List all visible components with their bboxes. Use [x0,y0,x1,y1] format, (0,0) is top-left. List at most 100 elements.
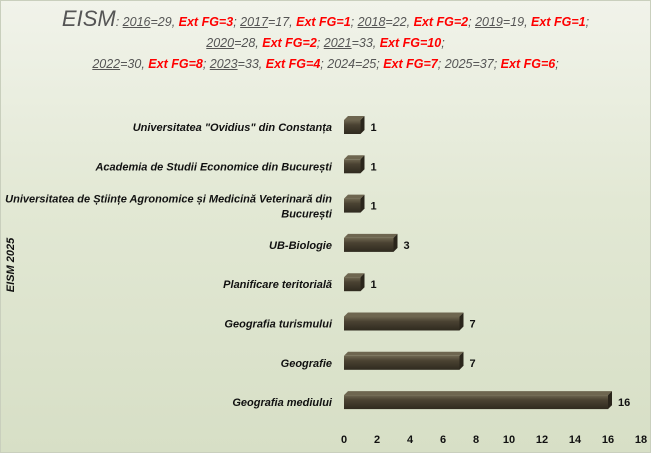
bar-top-face [344,233,398,238]
title-segment: 2019 [475,15,503,29]
title-segment: Ext FG=6 [500,57,556,71]
bar-side-face [459,312,464,331]
title-line-3: 2022=30, Ext FG=8; 2023=33, Ext FG=4; 20… [0,54,651,75]
category-label: București [281,209,333,221]
chart-title-block: EISM: 2016=29, Ext FG=3; 2017=17, Ext FG… [0,8,651,75]
bar [344,351,464,370]
data-label: 1 [371,279,377,291]
title-segment: ; [316,36,324,50]
title-segment: ; [585,15,590,29]
title-segment: ; [555,57,559,71]
title-segment: =29, [150,15,179,29]
value-labels: 1 1 1 3 1 7 7 16 [371,122,631,409]
bar-front-face [344,355,460,370]
category-label: Academia de Studii Economice din Bucureș… [94,161,332,173]
title-segment: 2017 [240,15,268,29]
bar-top-face [344,116,365,120]
bar-top-face [344,155,365,160]
title-segment: ; 2025=37; [437,57,501,71]
title-segment: =19, [502,15,532,29]
bar-front-face [344,198,361,213]
title-line-1-segments: : 2016=29, Ext FG=3; 2017=17, Ext FG=1; … [116,15,589,29]
title-segment: ; [202,57,210,71]
bar-front-face [344,159,361,174]
title-segment: =30, [120,57,149,71]
bar-top-face [344,194,365,199]
chart-title: EISM [61,6,116,31]
title-segment: Ext FG=8 [148,57,203,71]
bar-top-face [344,273,365,278]
title-segment: ; [441,36,445,50]
title-segment: ; [350,15,358,29]
title-segment: =22, [385,15,414,29]
x-tick-label: 6 [440,434,446,446]
title-segment: Ext FG=1 [296,15,351,29]
bar-side-face [608,391,612,410]
title-segment: ; [468,15,476,29]
data-label: 7 [470,319,476,331]
data-label: 16 [618,397,630,409]
bar-front-face [344,120,361,134]
data-label: 1 [371,161,377,173]
bar [344,155,365,174]
x-tick-label: 18 [635,434,647,446]
title-segment: 2020 [206,36,235,50]
title-segment: ; 2024=25; [320,57,384,71]
title-segment: Ext FG=4 [265,57,321,71]
x-tick-label: 10 [503,434,515,446]
title-segment: ; [233,15,241,29]
category-label: UB-Biologie [269,240,332,252]
x-tick-label: 8 [473,434,479,446]
bar-series [344,116,612,410]
category-labels: Universitatea "Ovidius" din Constanța Aca… [5,122,333,409]
bar-top-face [344,312,464,317]
title-segment: : [115,15,123,29]
x-tick-label: 12 [536,434,548,446]
title-line-1: EISM: 2016=29, Ext FG=3; 2017=17, Ext FG… [0,8,651,33]
bar-front-face [344,277,361,292]
category-label: Geografia mediului [232,397,333,409]
x-tick-label: 14 [569,434,582,446]
title-segment: 2022 [92,57,121,71]
x-tick-label: 16 [602,434,614,446]
x-axis-ticks: 0 2 4 6 8 10 12 14 16 18 [341,434,647,446]
bar-side-face [393,233,398,252]
title-segment: Ext FG=2 [413,15,469,29]
bar-front-face [344,237,394,252]
title-segment: 2021 [323,36,352,50]
bar-side-face [459,351,464,370]
bar-top-face [344,351,464,356]
bar-side-face [360,155,365,174]
bar-front-face [344,316,460,331]
bar [344,194,365,213]
category-label: Geografie [281,358,332,370]
category-label: Geografia turismului [224,319,333,331]
title-segment: 2018 [357,15,386,29]
title-segment: Ext FG=7 [383,57,438,71]
x-tick-label: 2 [374,434,380,446]
x-tick-label: 4 [407,434,414,446]
bar-side-face [360,194,365,213]
title-segment: Ext FG=10 [379,36,442,50]
data-label: 1 [371,122,377,134]
bar [344,273,365,292]
x-tick-label: 0 [341,434,347,446]
title-segment: =33, [237,57,266,71]
bar-side-face [360,116,365,134]
title-segment: Ext FG=1 [531,15,586,29]
data-label: 1 [371,201,377,213]
bar-top-face [344,391,612,396]
title-segment: =17, [267,15,297,29]
title-line-2: 2020=28, Ext FG=2; 2021=33, Ext FG=10; [0,33,651,54]
bar [344,391,612,410]
data-label: 7 [470,358,476,370]
title-segment: =28, [234,36,263,50]
bar [344,233,398,252]
title-segment: Ext FG=2 [262,36,317,50]
title-segment: 2016 [122,15,151,29]
title-segment: Ext FG=3 [178,15,234,29]
bar [344,116,365,134]
bar-front-face [344,395,608,410]
